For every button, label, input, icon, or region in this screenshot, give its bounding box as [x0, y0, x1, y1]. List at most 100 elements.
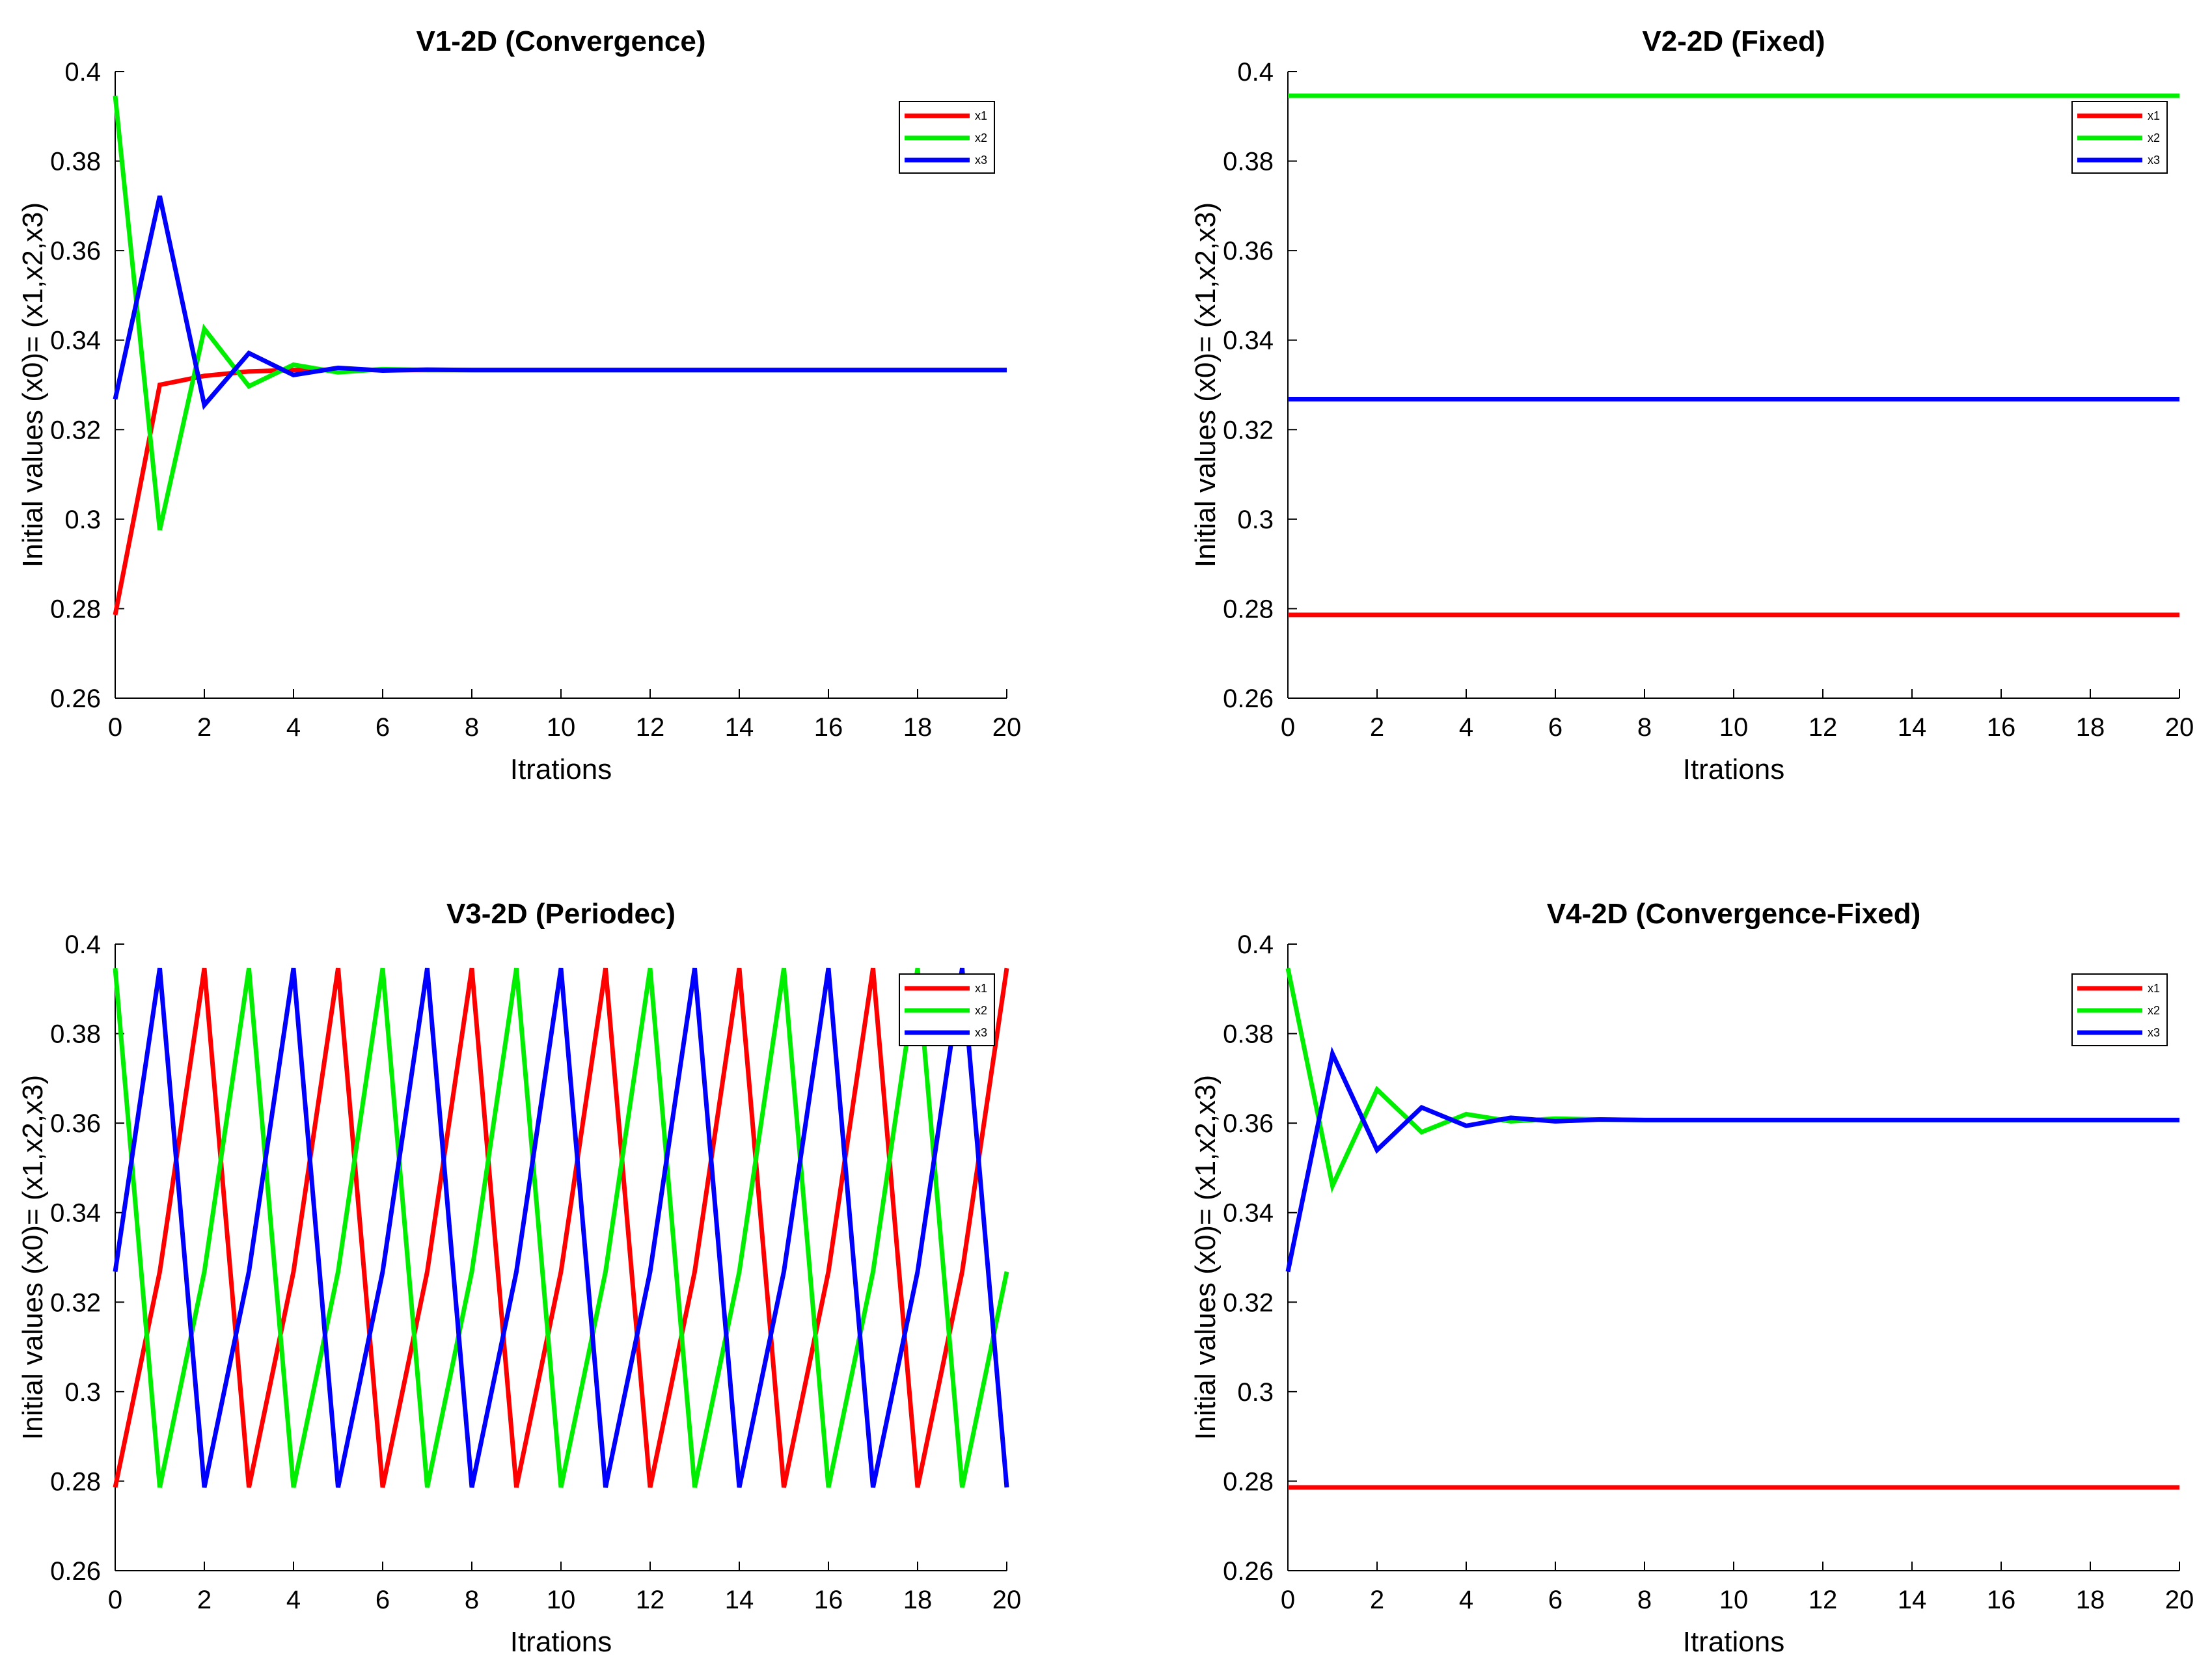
legend: x1 x2 x3: [899, 101, 995, 174]
series-line-x3: [113, 968, 1009, 1488]
y-tick-label: 0.32: [1223, 1288, 1274, 1317]
y-tick-label: 0.26: [1223, 684, 1274, 713]
x-tick-label: 0: [108, 713, 122, 742]
legend-label-x2: x2: [975, 1004, 987, 1017]
x-tick-label: 4: [1459, 713, 1473, 742]
legend-label-x1: x1: [2148, 109, 2160, 122]
x-axis-label: Itrations: [510, 753, 612, 785]
x-tick-label: 12: [636, 1586, 665, 1614]
x-tick-label: 10: [547, 713, 576, 742]
x-tick-label: 12: [636, 713, 665, 742]
legend-label-x1: x1: [2148, 982, 2160, 995]
legend-label-x2: x2: [2148, 1004, 2160, 1017]
x-tick-label: 18: [2076, 1586, 2105, 1614]
y-tick-label: 0.28: [50, 595, 101, 623]
y-tick-label: 0.32: [50, 416, 101, 444]
y-tick-label: 0.26: [1223, 1557, 1274, 1586]
x-tick-label: 4: [286, 713, 301, 742]
x-tick-label: 6: [375, 713, 390, 742]
y-tick-label: 0.28: [50, 1467, 101, 1496]
x-axis-label: Itrations: [1683, 753, 1785, 785]
chart-panel-2: 0 2 4 6 8 10 12 14 16 18 20 0.26 0.28 0.3 0.32 0.34 0.36…: [1190, 25, 2194, 785]
x-tick-label: 12: [1809, 713, 1838, 742]
y-tick-label: 0.3: [64, 1378, 101, 1407]
y-tick-label: 0.34: [50, 327, 101, 355]
x-tick-label: 16: [814, 1586, 843, 1614]
x-tick-label: 20: [2165, 1586, 2194, 1614]
x-tick-label: 14: [1898, 713, 1927, 742]
x-tick-label: 18: [2076, 713, 2105, 742]
legend-label-x3: x3: [975, 154, 987, 167]
y-tick-label: 0.38: [1223, 1020, 1274, 1049]
y-tick-label: 0.34: [1223, 1199, 1274, 1228]
y-tick-label: 0.36: [1223, 237, 1274, 265]
x-tick-label: 4: [1459, 1586, 1473, 1614]
x-tick-label: 0: [108, 1586, 122, 1614]
y-tick-label: 0.3: [1237, 506, 1274, 534]
x-tick-label: 12: [1809, 1586, 1838, 1614]
series-line-x1: [113, 968, 1009, 1488]
y-tick-label: 0.32: [1223, 416, 1274, 444]
series-line-x2: [1285, 968, 2179, 1193]
y-tick-label: 0.36: [50, 237, 101, 265]
y-tick-label: 0.3: [1237, 1378, 1274, 1407]
legend-label-x3: x3: [975, 1026, 987, 1039]
chart-title: V2-2D (Fixed): [1642, 25, 1825, 57]
x-tick-label: 6: [375, 1586, 390, 1614]
x-tick-label: 0: [1281, 1586, 1295, 1614]
y-tick-label: 0.28: [1223, 595, 1274, 623]
legend-label-x2: x2: [975, 131, 987, 144]
x-tick-label: 18: [903, 713, 933, 742]
x-tick-label: 20: [2165, 713, 2194, 742]
legend: x1 x2 x3: [899, 973, 995, 1046]
x-tick-label: 2: [197, 1586, 212, 1614]
x-axis-label: Itrations: [1683, 1626, 1785, 1658]
series-line-x3: [113, 195, 1007, 411]
y-tick-label: 0.32: [50, 1288, 101, 1317]
x-tick-label: 16: [1987, 1586, 2016, 1614]
x-tick-label: 18: [903, 1586, 933, 1614]
y-tick-label: 0.36: [1223, 1109, 1274, 1138]
x-tick-label: 14: [1898, 1586, 1927, 1614]
y-tick-label: 0.4: [1237, 930, 1274, 959]
x-tick-label: 10: [547, 1586, 576, 1614]
x-tick-label: 8: [1637, 1586, 1652, 1614]
y-axis-label: Initial values (x0)= (x1,x2,x3): [17, 1075, 49, 1440]
y-tick-label: 0.36: [50, 1109, 101, 1138]
x-tick-label: 0: [1281, 713, 1295, 742]
x-tick-label: 6: [1548, 713, 1563, 742]
y-tick-label: 0.3: [64, 506, 101, 534]
x-tick-label: 16: [1987, 713, 2016, 742]
y-tick-label: 0.26: [50, 684, 101, 713]
x-tick-label: 16: [814, 713, 843, 742]
x-tick-label: 14: [725, 713, 754, 742]
chart-panel-3: 0 2 4 6 8 10 12 14 16 18 20 0.26 0.28 0.3 0.32 0.34 0.36…: [17, 898, 1021, 1658]
x-tick-label: 6: [1548, 1586, 1563, 1614]
y-axis-label: Initial values (x0)= (x1,x2,x3): [1190, 202, 1222, 567]
x-tick-label: 4: [286, 1586, 301, 1614]
x-tick-label: 2: [1370, 713, 1384, 742]
x-tick-label: 8: [465, 1586, 479, 1614]
x-tick-label: 10: [1719, 713, 1749, 742]
x-tick-label: 14: [725, 1586, 754, 1614]
y-tick-label: 0.4: [1237, 58, 1274, 87]
legend-label-x1: x1: [975, 109, 987, 122]
y-tick-label: 0.4: [64, 930, 101, 959]
chart-title: V1-2D (Convergence): [416, 25, 705, 57]
x-tick-label: 20: [992, 713, 1022, 742]
x-tick-label: 8: [1637, 713, 1652, 742]
x-tick-label: 10: [1719, 1586, 1749, 1614]
series-line-x2: [113, 968, 1009, 1488]
series-line-x2: [113, 95, 1007, 531]
chart-panel-4: 0 2 4 6 8 10 12 14 16 18 20 0.26 0.28 0.3 0.32 0.34 0.36…: [1190, 898, 2194, 1658]
legend-label-x3: x3: [2148, 1026, 2160, 1039]
x-tick-label: 2: [1370, 1586, 1384, 1614]
y-tick-label: 0.38: [50, 1020, 101, 1049]
chart-title: V3-2D (Periodec): [446, 898, 676, 930]
y-tick-label: 0.34: [1223, 327, 1274, 355]
chart-title: V4-2D (Convergence-Fixed): [1547, 898, 1921, 930]
y-axis-label: Initial values (x0)= (x1,x2,x3): [1190, 1075, 1222, 1440]
legend: x1 x2 x3: [2071, 973, 2168, 1046]
y-tick-label: 0.38: [50, 148, 101, 176]
